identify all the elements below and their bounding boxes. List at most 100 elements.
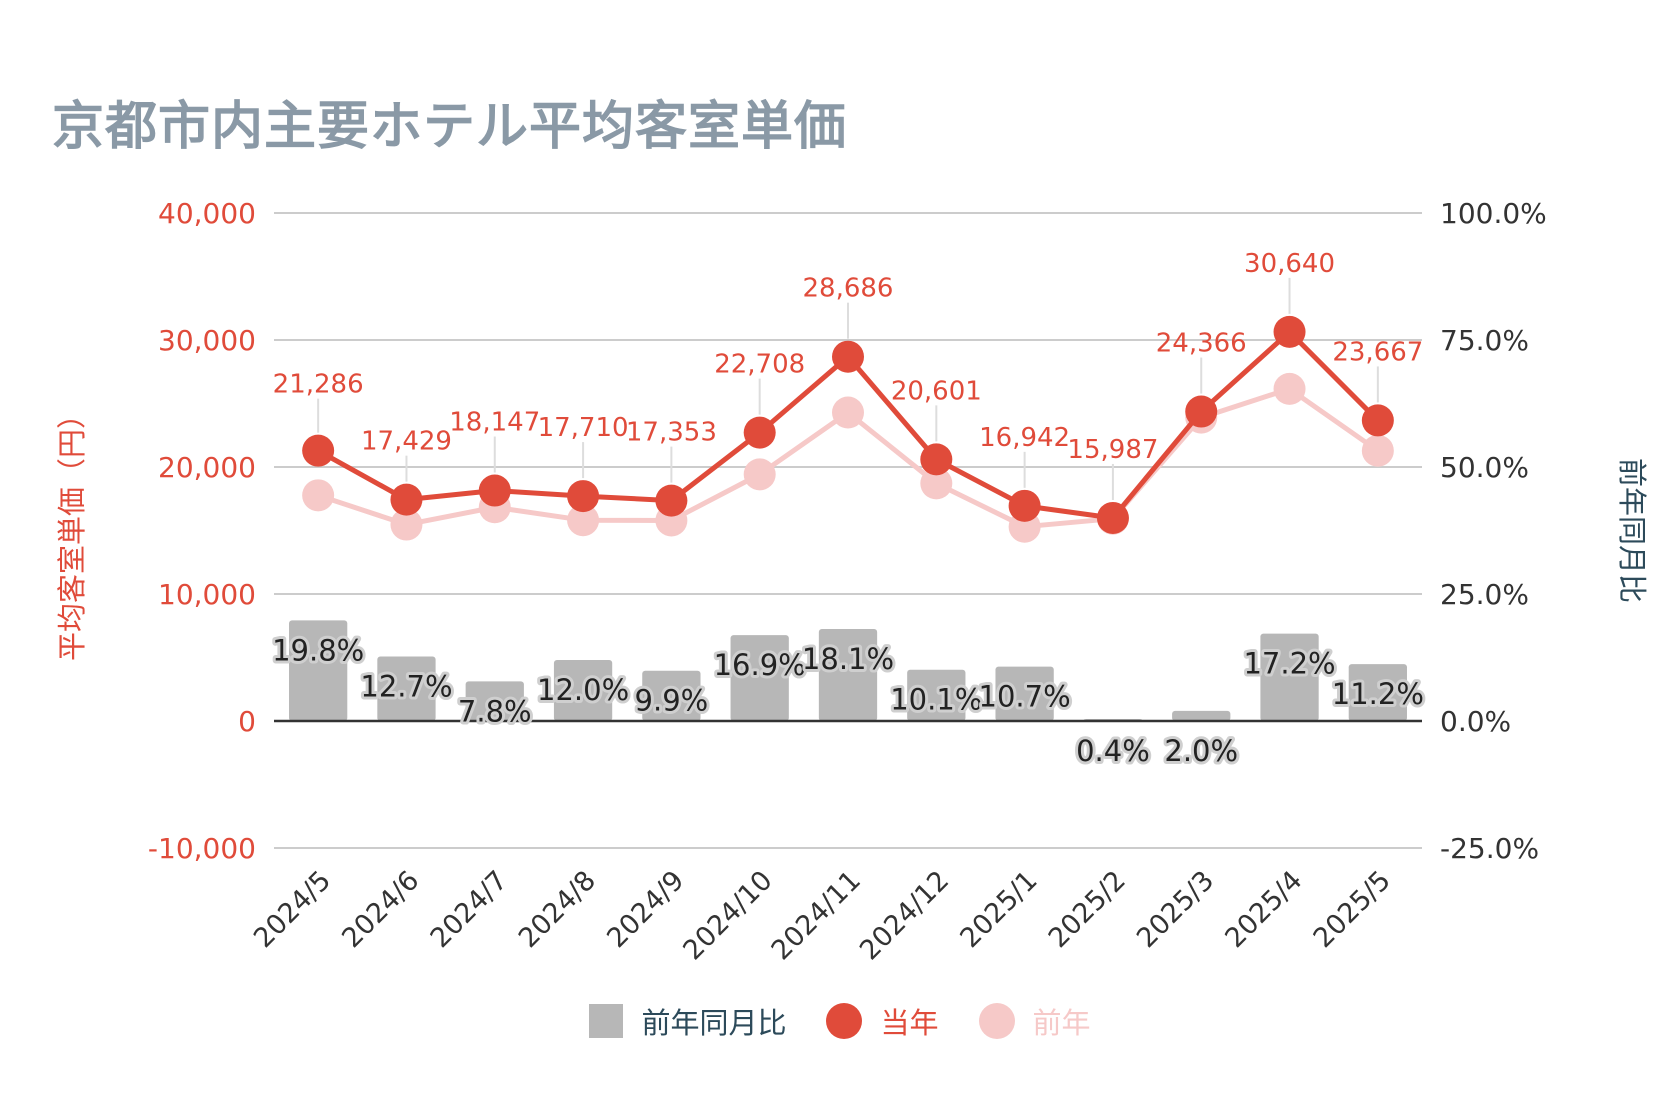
data-label-current: 21,286: [273, 370, 364, 400]
current-series-point: [655, 484, 688, 517]
y-axis-title-left: 平均客室単価（円）: [55, 400, 89, 661]
bar: [995, 666, 1054, 721]
data-label-current: 15,987: [1067, 435, 1158, 465]
bar: [553, 660, 613, 721]
data-label-current: 24,366: [1156, 329, 1247, 359]
data-label-current: 28,686: [803, 274, 894, 304]
current-series-point: [1008, 489, 1041, 522]
y-tick-left: 20,000: [158, 451, 256, 484]
y-tick-right: 25.0%: [1440, 578, 1529, 611]
data-label-bar: 18.1%: [802, 642, 894, 676]
previous-series-point: [832, 396, 864, 429]
x-tick-label: 2025/3: [1131, 865, 1220, 954]
legend-item-current[interactable]: 当年: [826, 1000, 939, 1042]
data-label-current: 17,353: [626, 418, 717, 448]
y-tick-left: 40,000: [158, 197, 256, 230]
previous-series-point: [1273, 372, 1306, 405]
bar: [730, 635, 789, 721]
previous-series-point: [920, 467, 953, 500]
data-label-bar: 12.0%: [537, 673, 629, 707]
y-tick-right: 100.0%: [1440, 197, 1547, 230]
data-label-current: 30,640: [1244, 249, 1335, 279]
y-tick-left: 0: [238, 705, 256, 738]
data-label-bar: 0.4%: [1076, 734, 1150, 768]
bar: [642, 670, 701, 721]
previous-series-point: [567, 504, 600, 537]
data-label-current: 22,708: [714, 350, 805, 380]
previous-series-point: [390, 508, 423, 541]
y-tick-left: 30,000: [158, 324, 256, 357]
y-tick-right: 50.0%: [1440, 451, 1529, 484]
bar: [465, 681, 524, 721]
gridlines: [274, 212, 1422, 849]
bar: [818, 629, 878, 721]
data-label-bar: 11.2%: [1332, 677, 1424, 711]
x-tick-label: 2025/5: [1308, 865, 1397, 954]
current-series-point: [567, 480, 600, 513]
bar: [377, 656, 436, 721]
data-label-current: 16,942: [979, 423, 1070, 453]
data-label-bar: 16.9%: [714, 648, 806, 682]
x-tick-label: 2024/10: [677, 865, 778, 966]
current-series-point: [1273, 315, 1306, 348]
data-label-current: 18,147: [449, 408, 540, 438]
x-tick-label: 2024/8: [513, 865, 602, 954]
y-tick-left: 10,000: [158, 578, 256, 611]
data-label-bar: 10.7%: [979, 680, 1071, 714]
data-label-bar: 9.9%: [635, 684, 709, 718]
current-series-point: [302, 434, 335, 467]
data-label-bar: 7.8%: [458, 694, 532, 728]
x-tick-label: 2025/4: [1219, 865, 1308, 954]
legend-label-current: 当年: [880, 1006, 939, 1040]
data-label-current: 17,429: [361, 427, 452, 457]
bar: [289, 620, 348, 721]
x-tick-label: 2024/11: [766, 865, 867, 966]
x-tick-label: 2025/2: [1043, 865, 1132, 954]
data-label-bar: 2.0%: [1164, 734, 1238, 768]
legend: 前年同月比 当年 前年: [0, 1000, 1680, 1042]
line-series: [302, 315, 1394, 543]
previous-series-point: [1361, 434, 1394, 467]
data-label-bar: 10.1%: [890, 683, 982, 717]
previous-series-point: [302, 479, 335, 512]
current-series-point: [832, 340, 864, 373]
bar-series: [289, 620, 1407, 721]
data-label-current: 23,667: [1332, 337, 1423, 367]
bar: [1348, 664, 1407, 721]
legend-swatch-current: [826, 1003, 863, 1039]
x-tick-label: 2024/12: [854, 865, 955, 966]
current-series-point: [1096, 501, 1129, 534]
x-tick-label: 2024/6: [336, 865, 425, 954]
bar: [1172, 710, 1231, 721]
legend-swatch-previous: [978, 1003, 1015, 1039]
previous-series-point: [743, 458, 776, 491]
y-tick-right: 75.0%: [1440, 324, 1529, 357]
data-label-current: 20,601: [891, 376, 982, 406]
legend-label-previous: 前年: [1032, 1006, 1091, 1040]
data-label-current: 17,710: [538, 413, 629, 443]
current-series-point: [920, 443, 953, 476]
x-tick-label: 2024/5: [248, 865, 337, 954]
current-series-point: [390, 483, 423, 516]
data-label-bar: 12.7%: [360, 669, 452, 703]
current-series-point: [1361, 404, 1394, 437]
x-tick-label: 2025/1: [954, 865, 1043, 954]
axes: -10,000 -25.0% 0 0.0% 10,000 25.0% 20,000 50.0%…: [55, 197, 1649, 966]
y-tick-right: 0.0%: [1440, 705, 1511, 738]
x-tick-label: 2024/9: [601, 865, 690, 954]
bar: [1260, 633, 1319, 721]
current-series-point: [1185, 395, 1218, 428]
legend-label-yoy: 前年同月比: [641, 1006, 787, 1040]
y-axis-title-right: 前年同月比: [1615, 458, 1649, 603]
data-label-bar: 17.2%: [1243, 647, 1335, 681]
current-series-point: [478, 474, 511, 507]
y-tick-left: -10,000: [148, 832, 256, 865]
y-tick-right: -25.0%: [1440, 832, 1539, 865]
bar: [907, 669, 966, 721]
current-series-point: [743, 416, 776, 449]
legend-swatch-bar: [589, 1004, 624, 1038]
legend-item-yoy[interactable]: 前年同月比: [589, 1000, 786, 1042]
legend-item-previous[interactable]: 前年: [978, 1000, 1091, 1042]
